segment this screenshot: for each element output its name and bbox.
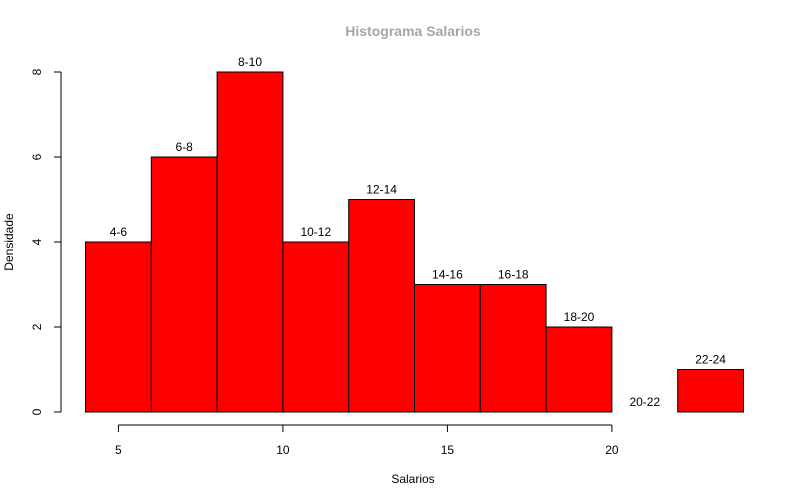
histogram-bar-4-6 xyxy=(85,241,152,413)
histogram-bar-22-24 xyxy=(677,369,745,413)
bar-labels-group: 4-6 6-8 8-10 10-12 12-14 14-16 16-18 18-20 20-22… xyxy=(110,55,727,409)
bar-label-18-20: 18-20 xyxy=(564,310,595,324)
y-tick-label-6: 6 xyxy=(30,153,44,160)
y-tick-label-2: 2 xyxy=(30,323,44,330)
bar-label-12-14: 12-14 xyxy=(366,183,397,197)
bar-label-8-10: 8-10 xyxy=(238,55,262,69)
histogram-bar-14-16 xyxy=(414,284,481,413)
x-tick-label-15: 15 xyxy=(441,443,455,457)
bar-label-6-8: 6-8 xyxy=(176,140,194,154)
histogram-bar-6-8 xyxy=(150,156,218,413)
x-tick-label-20: 20 xyxy=(605,443,619,457)
y-tick-label-8: 8 xyxy=(30,68,44,75)
bar-label-16-18: 16-18 xyxy=(498,268,529,282)
bar-label-20-22: 20-22 xyxy=(629,395,660,409)
x-axis-title: Salarios xyxy=(391,472,434,486)
x-tick-label-5: 5 xyxy=(115,443,122,457)
bar-label-4-6: 4-6 xyxy=(110,225,128,239)
bar-label-10-12: 10-12 xyxy=(300,225,331,239)
bar-label-22-24: 22-24 xyxy=(695,353,726,367)
histogram-bar-16-18 xyxy=(479,284,547,413)
x-axis: 5 10 15 20 xyxy=(115,424,619,457)
bars-group xyxy=(85,71,745,413)
histogram-bar-18-20 xyxy=(545,326,613,413)
histogram-bar-10-12 xyxy=(282,241,350,413)
y-tick-label-4: 4 xyxy=(30,238,44,245)
y-axis: 0 2 4 6 8 xyxy=(30,68,62,415)
histogram-bar-8-10 xyxy=(216,71,284,413)
chart-title: Histograma Salarios xyxy=(345,23,481,39)
histogram-bar-12-14 xyxy=(348,199,416,413)
y-axis-title: Densidade xyxy=(2,213,16,271)
x-tick-label-10: 10 xyxy=(276,443,290,457)
bar-label-14-16: 14-16 xyxy=(432,268,463,282)
y-tick-label-0: 0 xyxy=(30,408,44,415)
